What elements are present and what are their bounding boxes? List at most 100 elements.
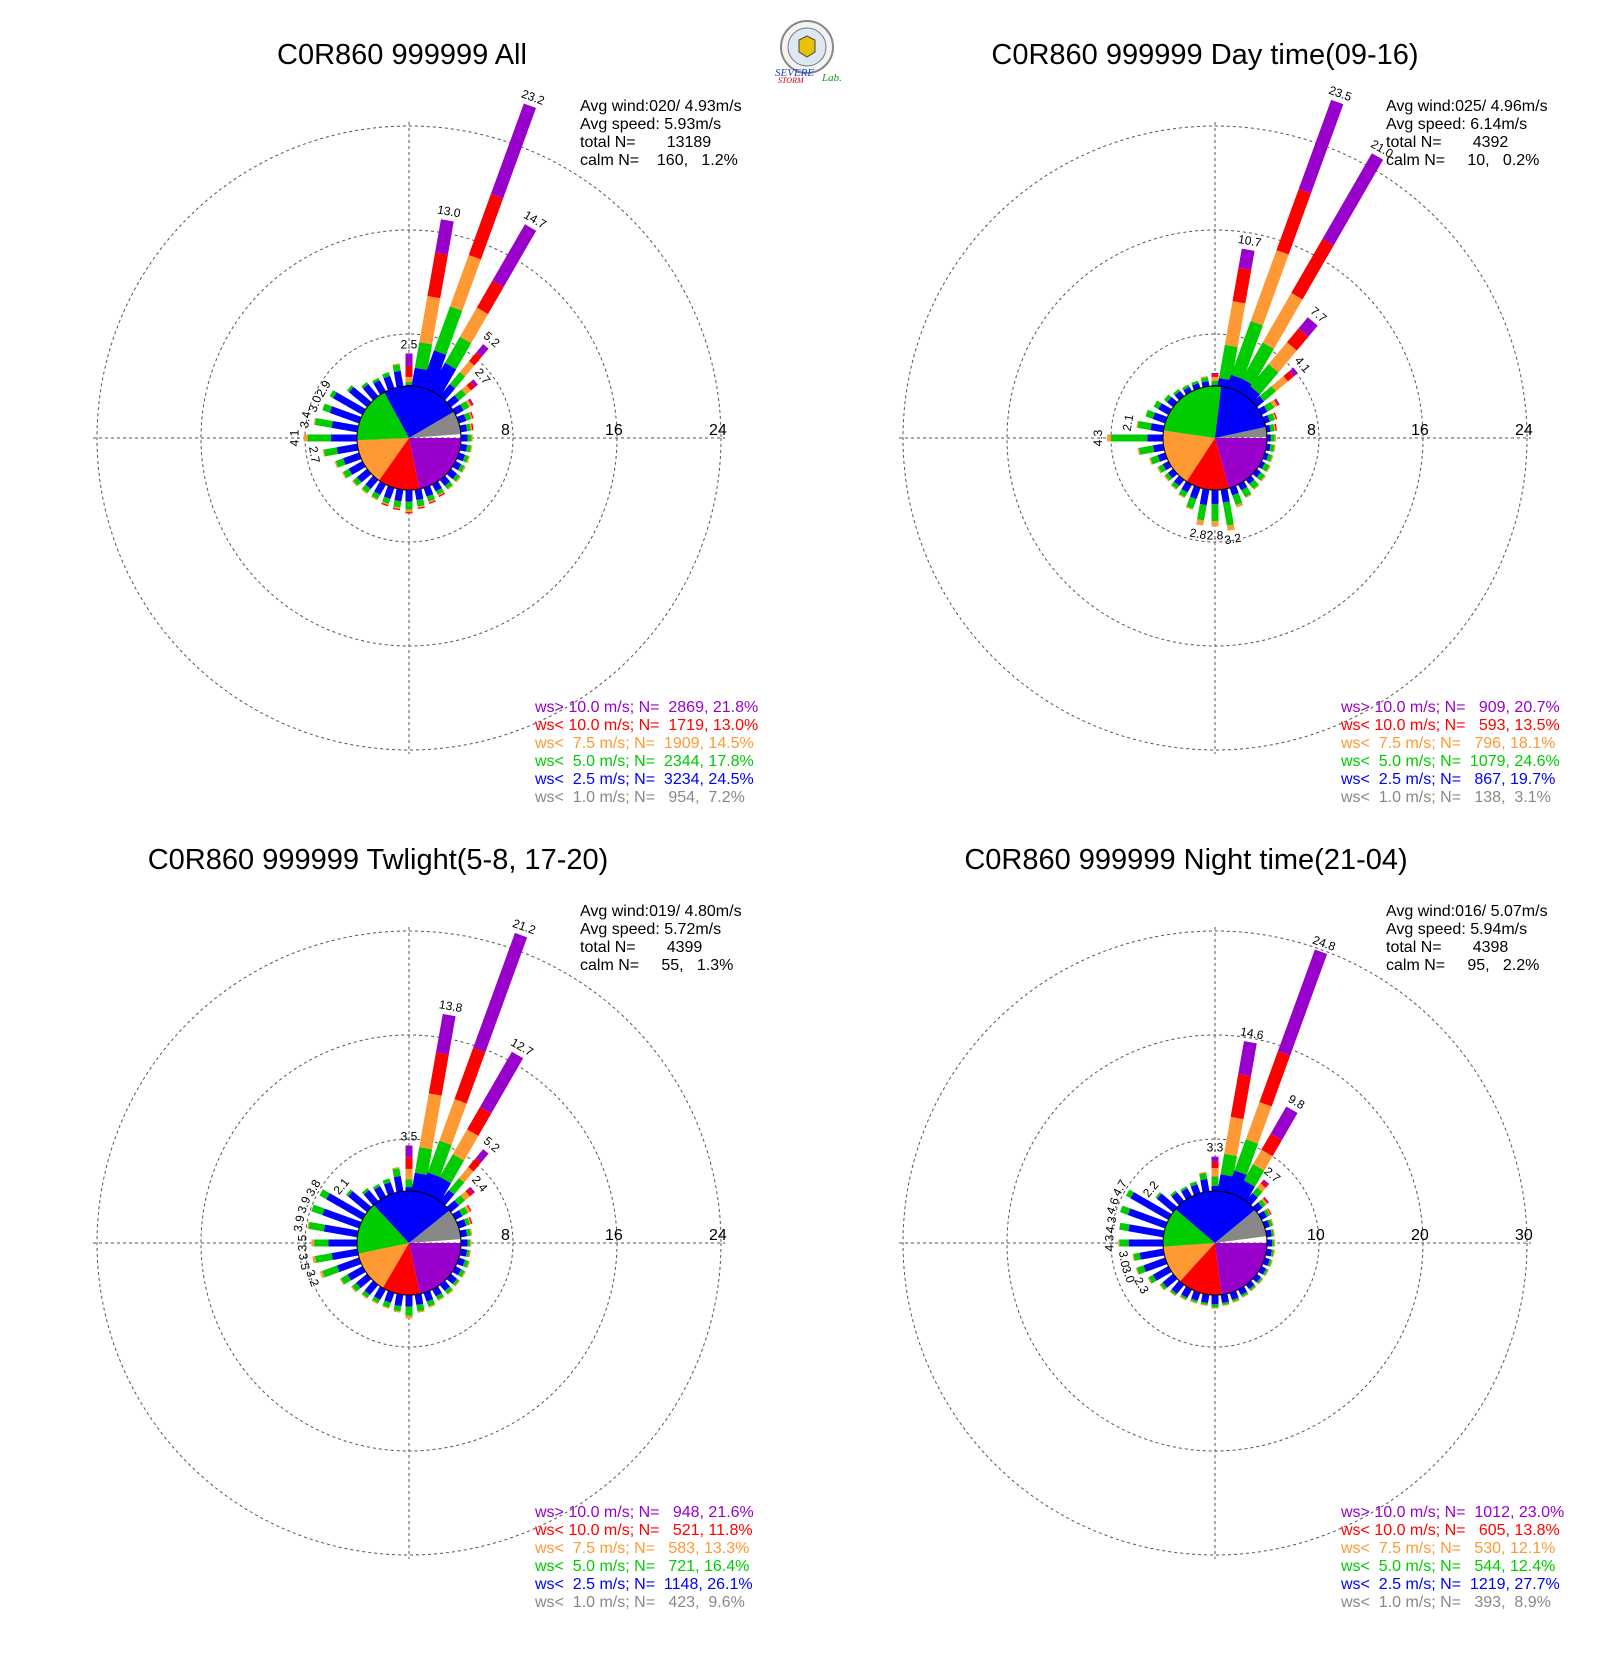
pie-slice-ws-lt-10 [1186,438,1229,490]
pie-outline [356,1190,462,1296]
direction-bar-180 [405,1295,413,1319]
direction-bar-190 [392,488,404,511]
legend-entry-ws-lt-2-5: ws< 2.5 m/s; N= 1148, 26.1% [534,1576,753,1593]
bar-segment-ws-lt-5 [335,458,346,468]
bar-segment-ws-lt-7-5 [468,412,473,420]
bar-segment-ws-lt-5 [454,1195,466,1206]
pie-slice-ws-lt-10 [1179,1243,1222,1295]
pie-slice-ws-lt-2-5 [1215,386,1266,438]
bar-segment-ws-lt-5 [1211,380,1219,385]
stat-avg-speed: Avg speed: 5.93m/s [580,116,721,133]
bar-segment-ws-lt-5 [1232,492,1243,506]
speed-category-pie [1162,1190,1268,1296]
legend-entry-ws-gt-10: ws> 10.0 m/s; N= 2869, 21.8% [534,699,758,716]
bar-segment-ws-lt-5 [1272,1239,1275,1247]
bar-segment-ws-lt-7-5 [1149,457,1153,465]
direction-bar-270: 4.3 [1102,1234,1164,1251]
bar-segment-ws-lt-10 [1267,1208,1272,1215]
bar-segment-ws-lt-7-5 [1224,1116,1244,1157]
bar-segment-ws-lt-10 [1211,374,1219,377]
bar-segment-ws-lt-7-5 [1179,1296,1187,1301]
bar-segment-ws-lt-5 [1267,413,1275,422]
bar-segment-ws-lt-7-5 [393,1310,401,1313]
legend-entry-ws-lt-7-5: ws< 7.5 m/s; N= 796, 18.1% [1340,735,1555,752]
bar-value-label: 3.5 [296,1252,313,1271]
direction-bar-170: 3.2 [1220,488,1243,547]
bar-segment-ws-lt-5 [361,381,369,389]
bar-segment-ws-lt-10 [1291,238,1334,300]
direction-bar-250 [1149,452,1168,465]
bar-segment-ws-lt-5 [1199,1172,1208,1181]
bar-segment-ws-lt-7-5 [466,1261,471,1269]
bar-segment-ws-lt-7-5 [447,1289,454,1296]
bar-segment-ws-lt-7-5 [1159,1284,1165,1291]
bar-segment-ws-lt-5 [392,364,401,373]
bar-segment-ws-lt-2-5 [393,1175,404,1193]
pie-slice-ws-lt-7-5 [1163,430,1215,482]
bar-segment-ws-gt-10 [468,1186,475,1194]
direction-bar-190 [1200,1293,1210,1307]
bar-segment-ws-lt-7-5 [428,499,436,503]
bar-segment-ws-lt-7-5 [417,505,425,508]
direction-bar-200 [1190,1290,1201,1304]
bar-segment-ws-lt-2-5 [1266,434,1271,442]
bar-segment-ws-lt-10 [467,1106,492,1136]
bar-value-label: 3.0 [1116,1250,1133,1269]
direction-bar-20: 23.2 [420,87,547,392]
bar-segment-ws-lt-5 [323,447,338,457]
bar-segment-ws-lt-7-5 [1253,484,1260,491]
stat-avg-wind: Avg wind:025/ 4.96m/s [1386,98,1548,115]
direction-bar-0: 2.5 [401,338,418,386]
bar-segment-ws-lt-2-5 [414,1293,424,1306]
bar-segment-ws-lt-7-5 [1147,1277,1152,1284]
pie-slice-ws-lt-7-5 [1163,1243,1215,1282]
direction-bar-280: 3.9 [291,1214,359,1238]
bar-segment-ws-lt-5 [463,1217,471,1226]
panel-night-time: C0R860 999999 Night time(21-04) 10 20 30 3.3… [899,844,1564,1611]
bar-segment-ws-lt-2-5 [405,1187,413,1191]
ring-label: 30 [1515,1227,1533,1244]
direction-bar-110 [1262,452,1274,463]
bar-segment-ws-lt-5 [434,306,463,355]
bar-value-label: 4.3 [1103,1215,1120,1234]
legend-entry-ws-gt-10: ws> 10.0 m/s; N= 909, 20.7% [1340,699,1560,716]
bar-segment-ws-lt-5 [416,498,425,507]
bar-segment-ws-lt-5 [307,434,332,442]
bar-segment-ws-lt-2-5 [1130,1192,1172,1221]
bar-segment-ws-lt-7-5 [1273,444,1276,453]
bar-segment-ws-lt-2-5 [1162,1273,1178,1288]
bar-segment-ws-lt-2-5 [1229,1290,1239,1300]
stat-calm: calm N= 95, 2.2% [1386,957,1539,974]
bar-segment-ws-lt-10 [454,1047,486,1104]
direction-bar-250 [334,452,362,468]
direction-bar-210 [1179,1286,1193,1301]
bar-segment-ws-lt-5 [1191,380,1199,386]
bar-segment-ws-lt-10 [1286,328,1309,351]
bar-segment-ws-lt-7-5 [460,1191,471,1201]
bar-segment-ws-lt-2-5 [456,1257,466,1267]
bar-value-label: 2.1 [1120,413,1137,432]
bar-segment-ws-lt-5 [414,342,433,370]
bar-segment-ws-lt-5 [449,372,466,389]
bar-segment-ws-lt-5 [444,336,472,370]
bar-segment-ws-lt-5 [362,1290,370,1299]
bar-segment-ws-lt-7-5 [469,423,473,431]
legend-entry-ws-lt-7-5: ws< 7.5 m/s; N= 583, 13.3% [534,1540,749,1557]
bar-segment-ws-lt-2-5 [1235,1180,1255,1202]
bar-segment-ws-lt-10 [405,512,413,514]
bar-segment-ws-lt-5 [322,403,333,413]
bar-segment-ws-lt-10 [1260,1180,1268,1188]
legend-entry-ws-lt-2-5: ws< 2.5 m/s; N= 1219, 27.7% [1340,1576,1560,1593]
stat-avg-speed: Avg speed: 6.14m/s [1386,116,1527,133]
bar-segment-ws-lt-10 [468,1217,473,1225]
logo-word-lab: Lab. [821,72,842,84]
pie-slice-ws-lt-10 [378,438,420,490]
bar-segment-ws-lt-7-5 [322,449,326,457]
bar-value-label: 4.3 [1102,1234,1116,1251]
bar-segment-ws-lt-7-5 [405,376,413,383]
bar-segment-ws-lt-5 [427,1140,452,1177]
bar-segment-ws-lt-5 [1269,444,1275,452]
bar-segment-ws-lt-7-5 [381,501,389,506]
